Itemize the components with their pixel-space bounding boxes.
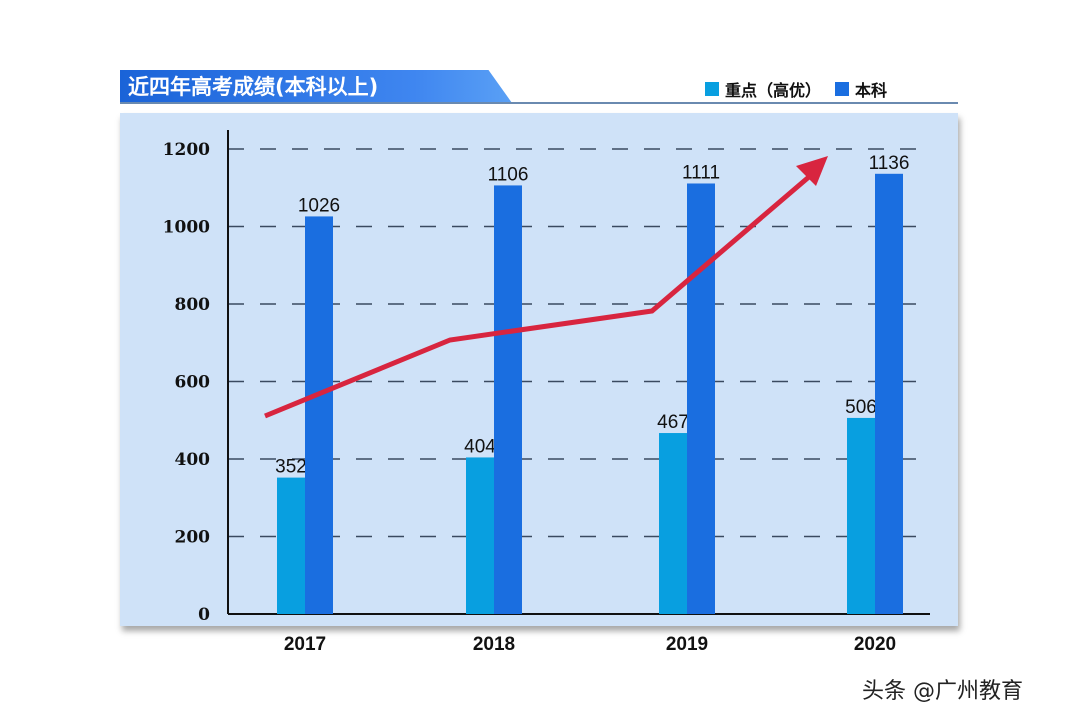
trend-arrow-line [264,174,812,419]
y-tick-label: 1000 [163,218,210,238]
y-tick-label: 400 [175,450,211,470]
data-label: 404 [464,436,496,457]
data-label: 506 [845,397,877,418]
legend-label-undergrad: 本科 [855,81,888,100]
x-tick-label: 2020 [854,634,896,655]
bar-undergrad [305,216,333,615]
data-label: 352 [275,457,307,478]
title-banner [120,70,512,103]
bar-undergrad [494,185,522,615]
trend-arrow-head [796,156,828,186]
bar-key [277,477,305,614]
x-tick-label: 2019 [666,634,708,655]
y-tick-label: 1200 [163,140,210,160]
chart-title: 近四年高考成绩(本科以上) [128,75,379,99]
data-label: 467 [657,412,689,433]
y-tick-label: 600 [175,373,211,393]
data-label: 1136 [869,153,910,174]
legend: 重点（高优） 本科 [705,77,887,101]
legend-swatch-key [705,82,719,96]
y-tick-label: 200 [175,528,211,548]
bar-undergrad [875,173,903,615]
bar-key [659,433,687,614]
y-tick-label: 0 [198,605,210,625]
bar-key [847,417,875,614]
bar-undergrad [687,183,715,615]
bar-key [466,457,494,614]
title-underline [120,102,958,104]
legend-swatch-undergrad [835,82,850,96]
watermark: 头条 @广州教育 [862,679,1023,704]
y-tick-label: 800 [175,295,211,315]
data-label: 1026 [298,195,340,216]
data-label: 1106 [488,164,529,185]
data-label: 1111 [682,162,720,183]
legend-label-key: 重点（高优） [725,81,822,100]
x-tick-label: 2018 [473,634,515,655]
plot-panel [120,113,958,626]
x-tick-label: 2017 [284,634,326,655]
